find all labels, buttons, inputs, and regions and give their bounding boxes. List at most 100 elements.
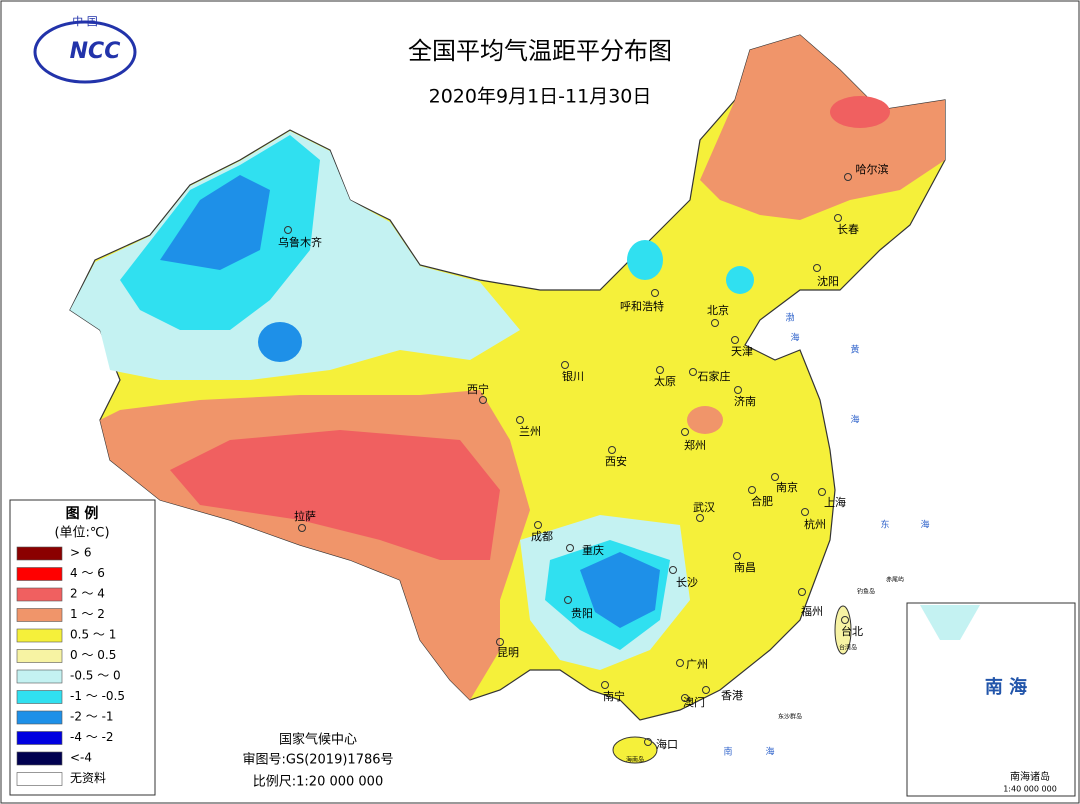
island-label: 台湾岛 xyxy=(839,644,857,652)
sea-label: 黄 xyxy=(850,344,859,356)
city-marker xyxy=(601,681,609,689)
city-label: 南昌 xyxy=(734,561,756,574)
subtitle: 2020年9月1日-11月30日 xyxy=(429,86,652,108)
city-label: 天津 xyxy=(731,345,753,358)
city-marker xyxy=(681,428,689,436)
city-label: 拉萨 xyxy=(294,509,316,523)
city-marker xyxy=(748,486,756,494)
sea-label: 海 xyxy=(765,746,774,758)
city-marker xyxy=(561,361,569,369)
city-marker xyxy=(564,596,572,604)
city-label: 济南 xyxy=(734,394,756,408)
sea-label: 海 xyxy=(920,519,929,531)
legend-swatch xyxy=(16,710,63,725)
footer-text: 比例尺:1:20 000 000 xyxy=(253,775,383,790)
city-label: 南京 xyxy=(776,480,798,494)
city-marker xyxy=(711,319,719,327)
sea-label: 渤 xyxy=(785,312,794,324)
inset-scale: 1:40 000 000 xyxy=(1003,785,1057,794)
inset-label: 南海诸岛 xyxy=(1010,770,1050,783)
city-label: 沈阳 xyxy=(817,274,839,288)
legend-swatch xyxy=(16,587,63,602)
city-label: 重庆 xyxy=(582,543,604,557)
legend-title: 图 例 xyxy=(66,505,99,522)
city-label: 香港 xyxy=(721,689,743,702)
city-marker xyxy=(669,566,677,574)
sea-label: 海 xyxy=(790,332,799,344)
city-marker xyxy=(801,508,809,516)
city-label: 成都 xyxy=(531,530,553,543)
city-marker xyxy=(479,396,487,404)
legend-swatch xyxy=(16,546,63,561)
cold-northwest-3 xyxy=(160,175,270,270)
island-label: 东沙群岛 xyxy=(778,713,802,721)
city-marker xyxy=(608,446,616,454)
warm-spot xyxy=(687,406,723,434)
city-marker xyxy=(844,173,852,181)
logo-text: NCC xyxy=(70,39,121,64)
city-marker xyxy=(733,552,741,560)
city-marker xyxy=(651,289,659,297)
city-marker xyxy=(818,488,826,496)
footer-text: 审图号:GS(2019)1786号 xyxy=(242,753,393,768)
legend-swatch xyxy=(16,628,63,643)
logo-top: 中 国 xyxy=(72,15,98,28)
city-marker xyxy=(298,524,306,532)
legend-label: -0.5 ～ 0 xyxy=(70,669,121,683)
legend-label: -2 ～ -1 xyxy=(70,710,114,724)
island-label: 钓鱼岛 xyxy=(857,588,875,596)
island-label: 海南岛 xyxy=(626,756,644,764)
inset-land xyxy=(920,605,980,640)
legend-unit: (单位:℃) xyxy=(54,526,109,541)
legend-label: <-4 xyxy=(70,751,92,765)
legend-swatch xyxy=(16,669,63,684)
legend-label: > 6 xyxy=(70,546,92,560)
city-label: 贵阳 xyxy=(571,607,593,620)
city-label: 银川 xyxy=(562,369,584,383)
logo xyxy=(33,20,137,84)
map xyxy=(69,34,946,764)
footer-text: 国家气候中心 xyxy=(279,732,357,748)
city-label: 北京 xyxy=(707,303,729,317)
legend-label: 4 ～ 6 xyxy=(70,566,105,580)
city-label: 呼和浩特 xyxy=(620,299,664,313)
city-marker xyxy=(834,214,842,222)
city-marker xyxy=(841,616,849,624)
legend-swatch xyxy=(16,608,63,622)
city-marker xyxy=(496,638,504,646)
city-marker xyxy=(656,366,664,374)
city-marker xyxy=(798,588,806,596)
taiwan xyxy=(834,605,852,655)
city-label: 兰州 xyxy=(519,425,541,438)
city-label: 武汉 xyxy=(693,501,715,514)
city-label: 合肥 xyxy=(751,494,773,508)
inset-box xyxy=(906,602,1076,797)
city-label: 台北 xyxy=(841,624,863,638)
city-label: 广州 xyxy=(686,658,708,671)
city-label: 长春 xyxy=(837,223,859,236)
city-label: 南宁 xyxy=(603,689,625,703)
city-marker xyxy=(681,694,689,702)
legend-swatch xyxy=(16,751,63,766)
island-label: 赤尾屿 xyxy=(886,576,904,584)
legend-swatch xyxy=(16,567,63,581)
city-label: 上海 xyxy=(824,495,846,509)
hot-tibet xyxy=(170,430,500,560)
hot-northeast xyxy=(830,96,890,128)
sea-label: 东 xyxy=(880,519,889,531)
sea-label: 海 xyxy=(850,414,859,426)
cool-spot xyxy=(627,240,663,280)
city-marker xyxy=(566,544,574,552)
city-marker xyxy=(689,368,697,376)
city-marker xyxy=(771,473,779,481)
city-label: 昆明 xyxy=(497,646,519,659)
cool-spot xyxy=(726,266,754,294)
legend-label: 无资料 xyxy=(70,771,106,785)
city-marker xyxy=(644,738,652,746)
legend-label: -1 ～ -0.5 xyxy=(70,689,125,703)
city-marker xyxy=(696,514,704,522)
legend-label: 2 ～ 4 xyxy=(70,587,105,601)
city-label: 西安 xyxy=(605,454,627,468)
city-label: 杭州 xyxy=(804,517,826,531)
